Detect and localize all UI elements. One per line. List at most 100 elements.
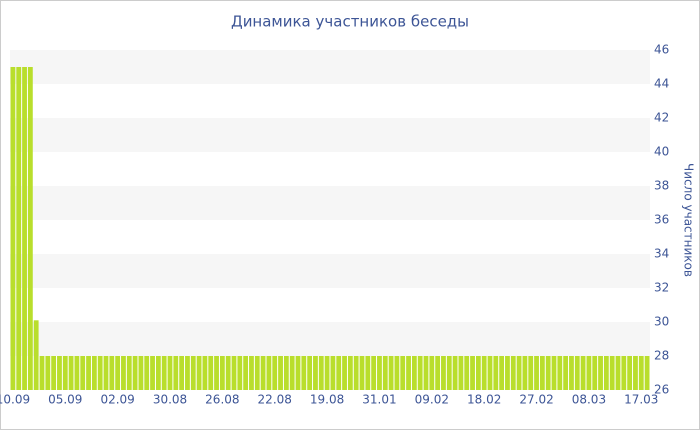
x-tick-label: 30.08 <box>153 393 187 407</box>
bar <box>464 356 470 390</box>
bar <box>359 356 365 390</box>
x-tick-label: 05.09 <box>48 393 82 407</box>
bar <box>74 356 80 390</box>
bar <box>115 356 121 390</box>
bar <box>80 356 86 390</box>
bar <box>435 356 441 390</box>
bar <box>441 356 446 390</box>
bar <box>505 356 510 390</box>
bar <box>569 356 574 390</box>
bar <box>301 356 307 390</box>
bar <box>342 356 347 390</box>
bar <box>214 356 219 390</box>
bar <box>621 356 627 390</box>
bar <box>132 356 138 390</box>
bar <box>150 356 155 390</box>
x-tick-label: 27.02 <box>519 393 553 407</box>
bar <box>516 356 522 390</box>
bar <box>528 356 534 390</box>
bar <box>353 356 359 390</box>
bar <box>272 356 278 390</box>
bar <box>609 356 615 390</box>
bar <box>208 356 214 390</box>
bar <box>365 356 371 390</box>
x-tick-label: 22.08 <box>258 393 292 407</box>
bar <box>97 356 103 390</box>
bar <box>161 356 167 390</box>
bar <box>138 356 144 390</box>
bar <box>394 356 400 390</box>
bar <box>103 356 109 390</box>
bar <box>627 356 633 390</box>
bar <box>91 356 97 390</box>
bar <box>563 356 569 390</box>
bar <box>196 356 202 390</box>
bar <box>382 356 388 390</box>
grid-band <box>10 186 650 220</box>
bar <box>411 356 417 390</box>
bar <box>615 356 621 390</box>
x-tick-label: 10.09 <box>0 393 30 407</box>
bar <box>470 356 475 390</box>
bar <box>289 356 295 390</box>
bar <box>16 67 22 390</box>
bar <box>574 356 580 390</box>
bar <box>68 356 74 390</box>
bar <box>330 356 336 390</box>
bar <box>638 356 644 390</box>
bar <box>39 356 45 390</box>
bar <box>225 356 231 390</box>
bar <box>446 356 452 390</box>
x-tick-label: 08.03 <box>572 393 606 407</box>
y-tick-label: 38 <box>654 179 669 193</box>
bar <box>283 356 289 390</box>
bar <box>633 356 638 390</box>
bar <box>487 356 493 390</box>
y-tick-label: 32 <box>654 281 669 295</box>
bar <box>231 356 237 390</box>
bar <box>458 356 464 390</box>
bar <box>545 356 551 390</box>
bar <box>510 356 516 390</box>
bar <box>592 356 598 390</box>
bar <box>237 356 243 390</box>
bar <box>260 356 266 390</box>
bar <box>295 356 301 390</box>
y-tick-label: 34 <box>654 247 669 261</box>
y-tick-label: 28 <box>654 349 669 363</box>
y-tick-label: 30 <box>654 315 669 329</box>
bar <box>27 67 33 390</box>
bar <box>347 356 353 390</box>
bar <box>400 356 406 390</box>
bar <box>167 356 173 390</box>
bar <box>266 356 272 390</box>
bar <box>371 356 377 390</box>
grid-band <box>10 322 650 356</box>
x-tick-label: 26.08 <box>205 393 239 407</box>
bar <box>417 356 423 390</box>
bar <box>22 67 27 390</box>
bar <box>219 356 225 390</box>
bar <box>324 356 330 390</box>
bar <box>580 356 586 390</box>
x-tick-label: 31.01 <box>362 393 396 407</box>
bar <box>249 356 254 390</box>
bar <box>51 356 57 390</box>
bar <box>109 356 115 390</box>
y-tick-label: 26 <box>654 383 669 397</box>
grid-band <box>10 118 650 152</box>
bar <box>45 356 51 390</box>
bar <box>388 356 394 390</box>
bar <box>33 320 39 390</box>
y-tick-label: 40 <box>654 145 669 159</box>
bar <box>155 356 161 390</box>
bar <box>336 356 342 390</box>
bar <box>173 356 179 390</box>
y-tick-label: 36 <box>654 213 669 227</box>
bar <box>57 356 62 390</box>
bar <box>377 356 382 390</box>
x-tick-label: 18.02 <box>467 393 501 407</box>
bar <box>452 356 458 390</box>
chart-title: Динамика участников беседы <box>231 13 469 31</box>
bar <box>499 356 505 390</box>
